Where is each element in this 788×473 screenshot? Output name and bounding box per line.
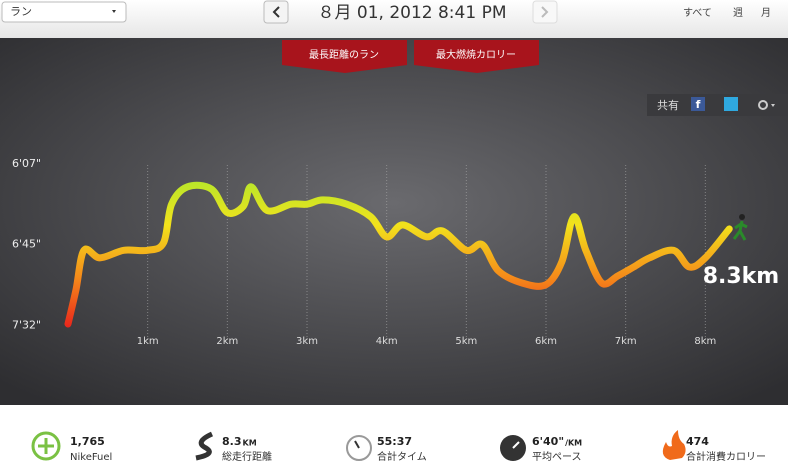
x-tick-label: 8km — [694, 336, 716, 347]
activity-label: ラン — [10, 5, 32, 18]
tab[interactable] — [414, 40, 539, 73]
y-tick-label: 6'45" — [12, 238, 41, 251]
calorie-icon — [662, 430, 686, 460]
facebook-button[interactable] — [691, 97, 705, 111]
fuel-icon-plus — [38, 438, 54, 454]
x-tick-label: 2km — [216, 336, 238, 347]
stat-value: 474 — [686, 435, 709, 448]
period-week[interactable]: 週 — [733, 7, 743, 19]
stat-value: 1,765 — [70, 435, 105, 448]
stat-unit: KM — [243, 439, 257, 448]
tab-label: 最長距離のラン — [309, 48, 379, 61]
stat-label: 総走行距離 — [222, 450, 272, 463]
prev-icon — [272, 6, 280, 18]
activity-select[interactable] — [1, 1, 127, 23]
stat-label: NikeFuel — [70, 452, 112, 463]
y-tick-label: 6'07" — [12, 157, 41, 170]
next-icon — [541, 6, 549, 18]
settings-button[interactable] — [758, 100, 768, 110]
fuel-icon — [31, 431, 61, 461]
stat-value: 55:37 — [377, 435, 412, 448]
header-bar — [0, 0, 788, 38]
share-bar — [647, 94, 788, 116]
stat-label: 合計消費カロリー — [686, 450, 766, 463]
date: ８月 01, 2012 8:41 PM — [317, 3, 506, 23]
distance-icon — [195, 431, 214, 461]
period-all[interactable]: すべて — [683, 7, 712, 19]
x-tick-label: 7km — [615, 336, 637, 347]
dropdown-arrow — [112, 10, 116, 13]
pace-line — [64, 181, 733, 328]
runner-icon — [732, 214, 748, 241]
share-label: 共有 — [657, 98, 679, 112]
chart-area — [0, 38, 788, 405]
y-tick-label: 7'32" — [12, 319, 41, 332]
x-tick-label: 4km — [376, 336, 398, 347]
x-tick-label: 5km — [455, 336, 477, 347]
end-label: 8.3km — [703, 264, 780, 289]
twitter-button[interactable] — [724, 97, 738, 111]
x-tick-label: 6km — [535, 336, 557, 347]
pace-icon-needle — [512, 441, 520, 449]
next-button[interactable] — [532, 0, 558, 24]
facebook-icon: f — [696, 98, 701, 111]
period-month[interactable]: 月 — [761, 7, 771, 19]
x-tick-label: 3km — [296, 336, 318, 347]
x-tick-label: 1km — [137, 336, 159, 347]
stats-bar — [0, 405, 788, 473]
prev-button[interactable] — [263, 0, 289, 24]
stat-value: 6'40" — [532, 435, 564, 448]
stat-label: 合計タイム — [377, 450, 427, 463]
time-icon-hand — [354, 440, 360, 449]
settings-arrow — [771, 104, 775, 107]
tab-label: 最大燃焼カロリー — [436, 48, 516, 61]
tab[interactable] — [282, 40, 407, 73]
stat-unit: /KM — [565, 439, 582, 448]
stat-label: 平均ペース — [532, 451, 582, 463]
stat-value: 8.3 — [222, 435, 242, 448]
